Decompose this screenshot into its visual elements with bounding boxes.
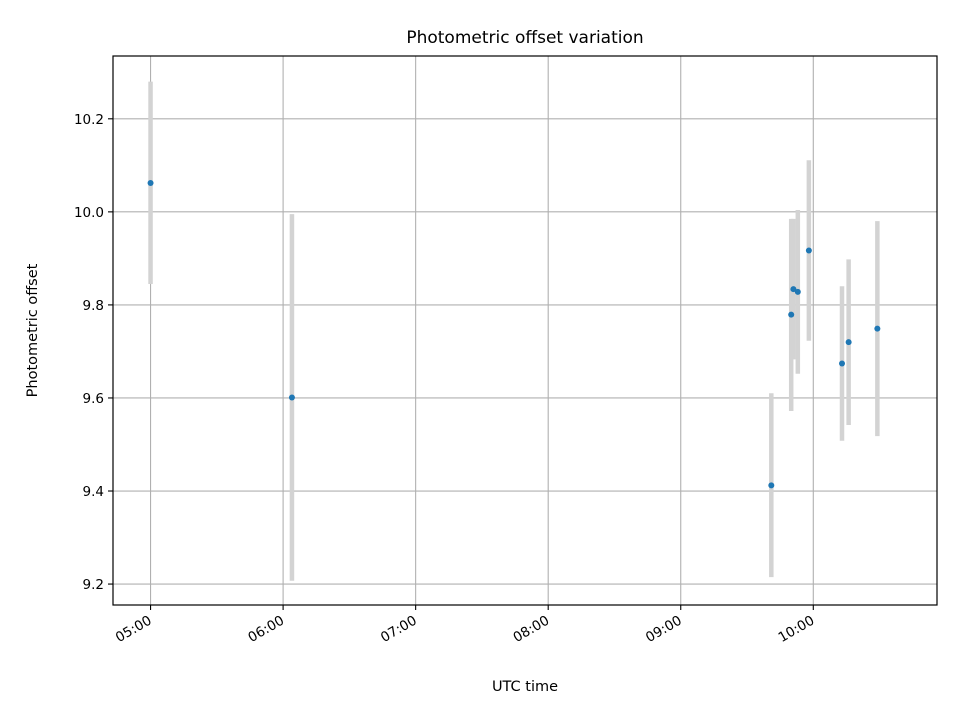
y-axis-label: Photometric offset xyxy=(25,263,41,397)
plot-area-frame xyxy=(112,55,938,606)
y-tick-label: 10.2 xyxy=(74,112,104,128)
data-point xyxy=(874,325,881,332)
y-tick-label: 9.8 xyxy=(83,298,104,314)
data-point xyxy=(839,360,846,367)
y-axis-ticks: 9.2 9.4 9.6 9.8 10.0 10.2 xyxy=(74,112,113,593)
data-points xyxy=(147,180,881,489)
x-axis-label: UTC time xyxy=(492,679,558,695)
data-point xyxy=(288,394,295,401)
y-tick-label: 10.0 xyxy=(74,205,104,221)
y-tick-label: 9.2 xyxy=(83,577,104,593)
data-point xyxy=(790,286,797,293)
data-point xyxy=(805,247,812,254)
data-point xyxy=(845,339,852,346)
y-tick-label: 9.6 xyxy=(83,391,104,407)
data-point xyxy=(768,482,775,489)
data-point xyxy=(788,311,795,318)
data-point xyxy=(147,180,154,187)
y-tick-label: 9.4 xyxy=(83,484,104,500)
data-point xyxy=(794,288,801,295)
chart-title: Photometric offset variation xyxy=(406,28,643,48)
